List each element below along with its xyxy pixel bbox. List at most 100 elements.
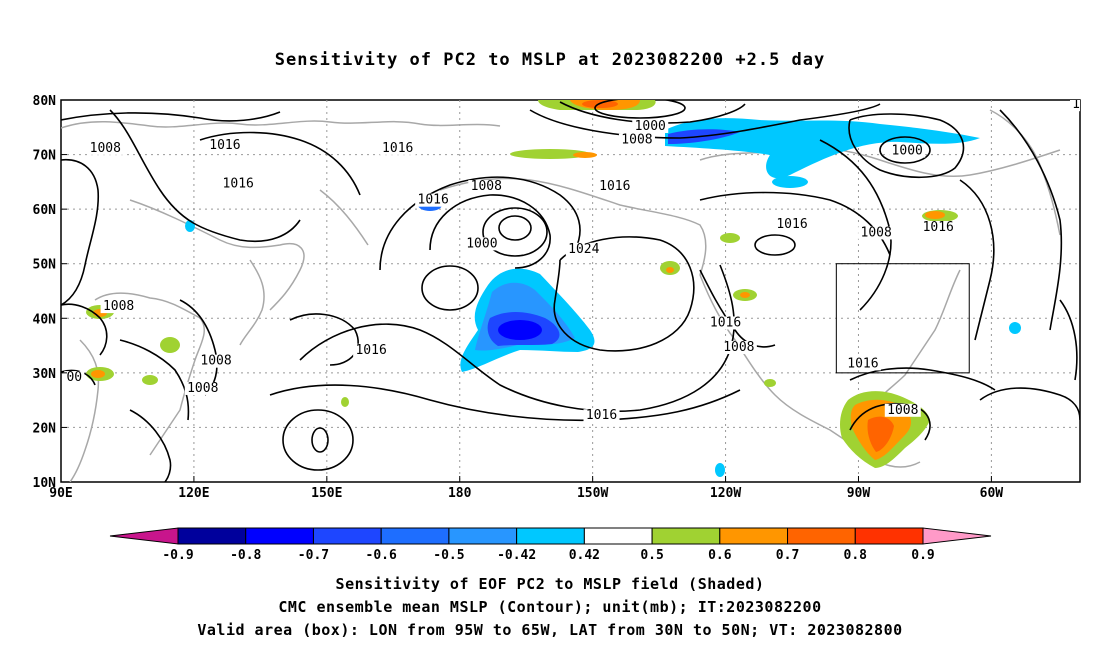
contour-aleutian-1008	[429, 194, 551, 269]
coastline-asia-interior	[129, 199, 305, 311]
longitude-labels: 90E 120E 150E 180 150W 120W 90W 60W	[49, 476, 1003, 501]
contour-label: 1008	[621, 133, 652, 148]
contour-label-bg	[884, 403, 921, 417]
colorbar-tick-label: 0.8	[844, 548, 868, 563]
shade-caribbean-red	[867, 416, 894, 452]
contour-label-bg	[774, 218, 811, 232]
lon-label: 90E	[49, 486, 72, 501]
contour-label-bg	[707, 316, 744, 330]
contour-label: 1016	[586, 408, 617, 423]
contour-label: 1016	[382, 141, 413, 156]
contour-label: 1000	[892, 144, 923, 159]
colorbar-segment	[516, 527, 585, 545]
coastline-southeast-asia	[69, 339, 100, 482]
contour-label-bg	[858, 226, 895, 240]
contour-label-bg	[889, 144, 926, 158]
caption-valid-area: Valid area (box): LON from 95W to 65W, L…	[197, 621, 903, 639]
colorbar-segment	[787, 527, 856, 545]
shade-tropical-blue-patch	[715, 463, 725, 477]
contour-label: 1008	[887, 403, 918, 418]
contour-india-1008	[61, 303, 108, 356]
lon-label: 150W	[577, 486, 608, 501]
lat-label: 70N	[33, 149, 57, 164]
contour-label-bg	[565, 242, 602, 256]
contour-atlantic-2	[1059, 299, 1078, 381]
latitude-labels: 80N 70N 60N 50N 40N 30N 20N 10N	[33, 94, 67, 491]
contour-label-bg	[920, 220, 957, 234]
contour-label: 1016	[599, 179, 630, 194]
coastline-east-asia	[94, 292, 205, 456]
contour-label-bg	[206, 139, 243, 153]
colorbar-tick-label: 0.42	[569, 548, 600, 563]
colorbar-segment	[312, 527, 382, 545]
contour-label: 1008	[200, 354, 231, 369]
contour-label: 1016	[776, 217, 807, 232]
shade-us-west-orange	[740, 292, 750, 298]
contour-label-bg	[468, 180, 505, 194]
lon-label: 120W	[710, 486, 741, 501]
colorbar-segment	[245, 527, 314, 545]
contour-atlantic-1008	[979, 387, 1080, 421]
coastline-japan	[239, 259, 265, 346]
lat-label: 40N	[33, 312, 57, 327]
contour-label-bg	[720, 341, 757, 355]
contour-label-bg	[379, 141, 416, 155]
contour-label: 00	[66, 370, 82, 385]
contour-label-bg	[1070, 100, 1080, 112]
lon-label: 180	[448, 486, 472, 501]
colorbar-tick-label: 0.7	[776, 548, 799, 563]
shade-canada-blue-patch	[772, 176, 808, 188]
contour-pacific-1024	[553, 236, 695, 352]
contour-label-bg	[64, 371, 85, 385]
colorbar-tick-label: -0.6	[366, 548, 397, 563]
colorbar-tick-label: -0.5	[433, 548, 464, 563]
contour-pacific-1016-b	[289, 313, 359, 366]
contour-label: 1024	[568, 242, 599, 257]
contour-label-bg	[198, 354, 235, 368]
contour-subtropic-1016	[269, 384, 741, 422]
contour-label: 1008	[90, 141, 121, 156]
shade-china-patch-2	[142, 375, 158, 385]
contour-label: 1008	[187, 381, 218, 396]
shade-siberia-orange	[573, 152, 597, 158]
contour-label: 1008	[103, 299, 134, 314]
contour-china-1008	[119, 339, 190, 421]
coastline-kamchatka	[319, 189, 369, 246]
contour-us-1008	[699, 269, 776, 348]
colorbar-left-arrow	[109, 527, 179, 545]
colorbar-tick-label: 0.9	[911, 548, 934, 563]
contour-aleutian-core	[498, 215, 532, 241]
contour-label: 1016	[847, 356, 878, 371]
contour-arctic-low-outer	[529, 103, 881, 139]
colorbar-tick-label: -0.42	[497, 548, 536, 563]
lon-label: 90W	[847, 486, 871, 501]
contour-na-small-high	[754, 234, 796, 256]
contour-asia-1008	[61, 159, 100, 306]
contour-pacific-sub-low	[282, 409, 354, 471]
contour-label: 1016	[710, 315, 741, 330]
contour-label-bg	[596, 180, 633, 194]
contour-arctic-low-inner	[559, 101, 746, 124]
contour-label-bg	[87, 141, 124, 155]
lat-label: 80N	[33, 94, 57, 109]
contour-label-bg	[100, 300, 137, 314]
colorbar-segment	[651, 527, 721, 545]
caption-shaded: Sensitivity of EOF PC2 to MSLP field (Sh…	[335, 575, 765, 593]
contour-label: 1016	[355, 343, 386, 358]
contour-kamchatka-1016	[199, 131, 361, 196]
shade-canada-patch	[720, 233, 740, 243]
valid-area-box	[835, 263, 970, 374]
contour-aleutian-1000	[482, 207, 548, 257]
mslp-contours	[61, 100, 1080, 482]
contour-label-bg	[463, 237, 500, 251]
contour-label-bg	[353, 343, 390, 357]
colorbar-tick-label: 0.5	[640, 548, 663, 563]
colorbar-segment	[380, 527, 450, 545]
lat-label: 10N	[33, 476, 57, 491]
colorbar-tick-label: -0.8	[230, 548, 261, 563]
shade-arctic-blue	[665, 118, 980, 179]
colorbar-tick-label: -0.7	[298, 548, 329, 563]
caption-contour: CMC ensemble mean MSLP (Contour); unit(m…	[278, 598, 822, 616]
contour-pacific-small-low	[421, 265, 479, 311]
contour-aleutian-outer	[379, 176, 581, 271]
